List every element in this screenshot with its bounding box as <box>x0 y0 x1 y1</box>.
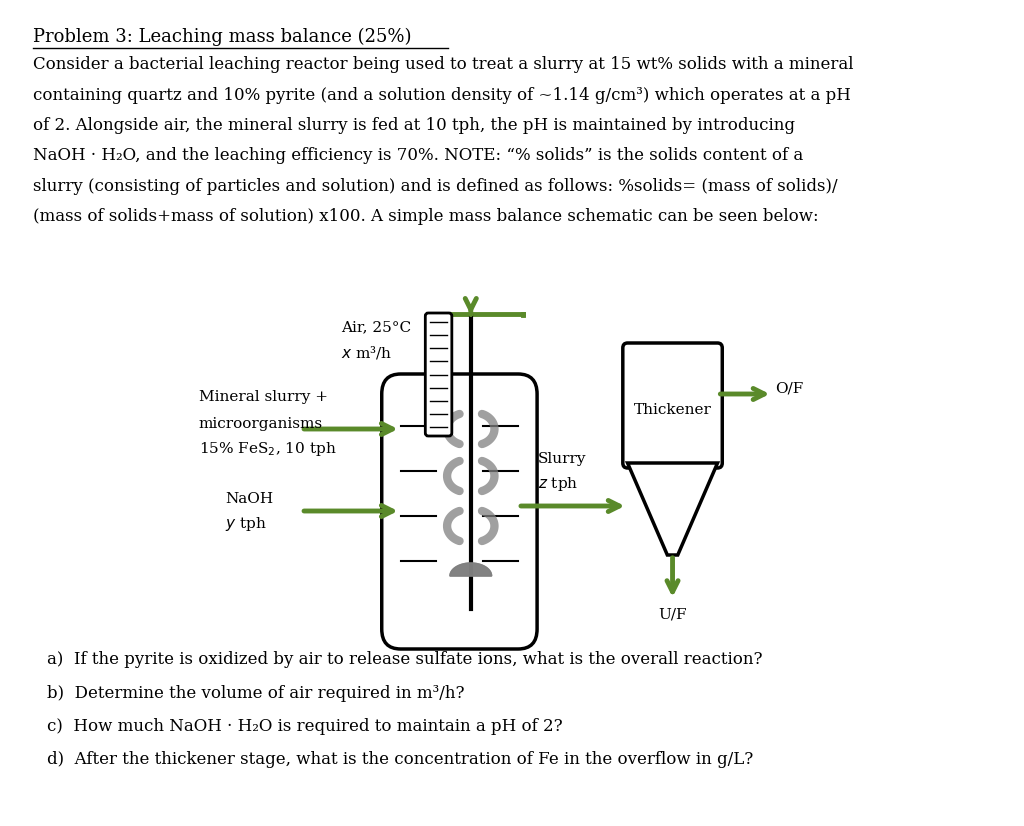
Polygon shape <box>628 463 718 555</box>
Text: Thickener: Thickener <box>634 403 712 417</box>
Text: NaOH: NaOH <box>225 492 273 506</box>
Text: Mineral slurry +: Mineral slurry + <box>199 390 328 404</box>
Text: $z$ tph: $z$ tph <box>538 475 579 493</box>
Text: a)  If the pyrite is oxidized by air to release sulfate ions, what is the overal: a) If the pyrite is oxidized by air to r… <box>47 651 763 668</box>
Text: containing quartz and 10% pyrite (and a solution density of ~1.14 g/cm³) which o: containing quartz and 10% pyrite (and a … <box>33 87 851 103</box>
Text: U/F: U/F <box>658 607 687 621</box>
Text: (mass of solids+mass of solution) x100. A simple mass balance schematic can be s: (mass of solids+mass of solution) x100. … <box>33 208 819 225</box>
Text: $y$ tph: $y$ tph <box>225 515 267 533</box>
Polygon shape <box>450 563 492 576</box>
Text: Problem 3: Leaching mass balance (25%): Problem 3: Leaching mass balance (25%) <box>33 28 412 46</box>
Text: O/F: O/F <box>775 382 804 396</box>
Text: $x$ m³/h: $x$ m³/h <box>341 344 392 361</box>
Text: d)  After the thickener stage, what is the concentration of Fe in the overflow i: d) After the thickener stage, what is th… <box>47 752 754 768</box>
Text: of 2. Alongside air, the mineral slurry is fed at 10 tph, the pH is maintained b: of 2. Alongside air, the mineral slurry … <box>33 117 796 134</box>
FancyBboxPatch shape <box>382 374 537 649</box>
Polygon shape <box>450 563 492 576</box>
Text: c)  How much NaOH · H₂O is required to maintain a pH of 2?: c) How much NaOH · H₂O is required to ma… <box>47 718 563 735</box>
Text: Air, 25°C: Air, 25°C <box>341 320 411 334</box>
Text: 15% FeS$_2$, 10 tph: 15% FeS$_2$, 10 tph <box>199 440 337 458</box>
Text: Consider a bacterial leaching reactor being used to treat a slurry at 15 wt% sol: Consider a bacterial leaching reactor be… <box>33 56 854 73</box>
Text: NaOH · H₂O, and the leaching efficiency is 70%. NOTE: “% solids” is the solids c: NaOH · H₂O, and the leaching efficiency … <box>33 148 804 164</box>
FancyBboxPatch shape <box>425 313 452 436</box>
Text: slurry (consisting of particles and solution) and is defined as follows: %solids: slurry (consisting of particles and solu… <box>33 178 838 195</box>
Text: Slurry: Slurry <box>538 452 587 466</box>
Text: b)  Determine the volume of air required in m³/h?: b) Determine the volume of air required … <box>47 685 465 701</box>
FancyBboxPatch shape <box>623 343 722 468</box>
Text: microorganisms: microorganisms <box>199 417 323 431</box>
